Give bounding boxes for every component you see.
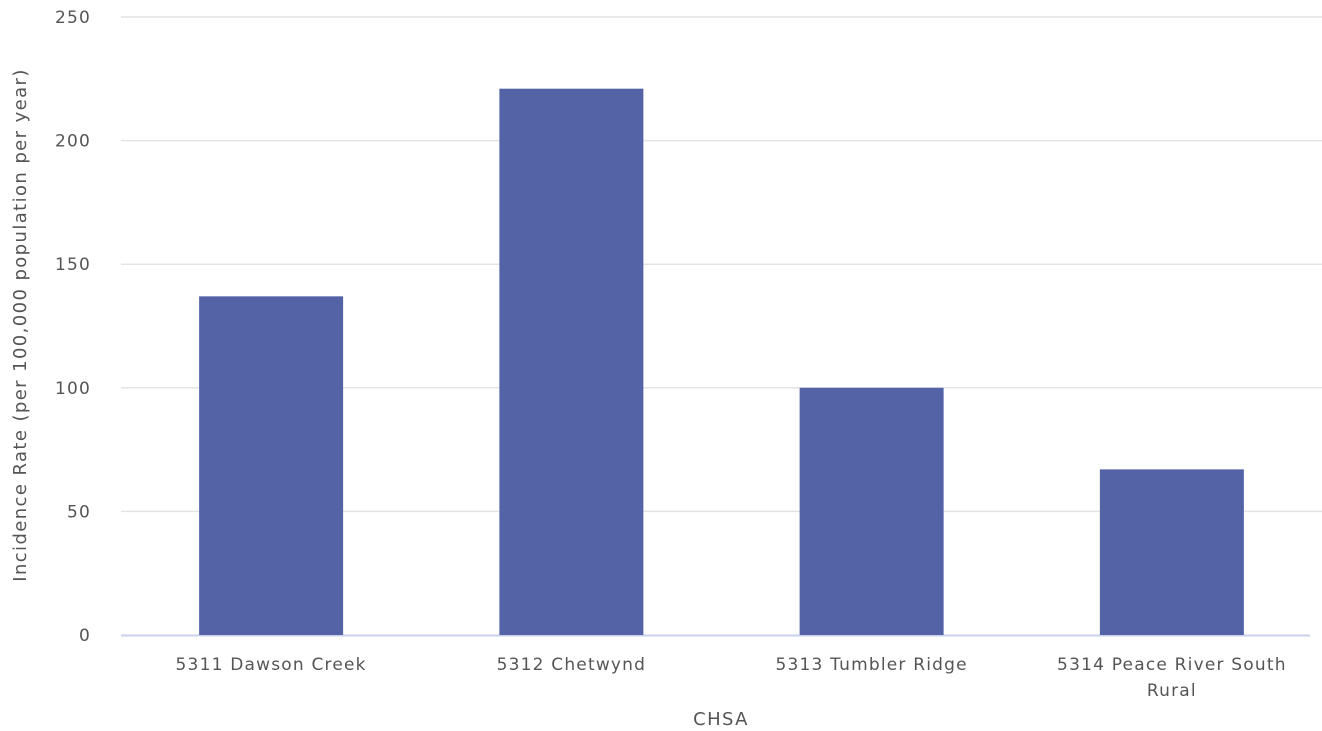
- y-tick-label: 150: [55, 255, 91, 275]
- x-tick-label: 5311 Dawson Creek: [176, 655, 367, 675]
- y-tick-label: 250: [55, 8, 91, 28]
- bar: [799, 387, 944, 635]
- y-tick-label: 100: [55, 379, 91, 399]
- bars: [199, 88, 1244, 636]
- bar: [199, 296, 344, 635]
- bar: [1099, 469, 1244, 635]
- y-tick-label: 200: [55, 132, 91, 152]
- y-tick-label: 50: [67, 502, 91, 522]
- x-tick-label: 5313 Tumbler Ridge: [775, 655, 967, 675]
- y-tick-labels: 0 50 100 150 200 250: [55, 8, 91, 646]
- bar: [499, 88, 644, 636]
- x-tick-label: 5314 Peace River South: [1057, 655, 1287, 675]
- x-tick-label: 5312 Chetwynd: [497, 655, 647, 675]
- x-tick-labels: 5311 Dawson Creek 5312 Chetwynd 5313 Tumbl…: [176, 655, 1287, 701]
- x-tick-label: Rural: [1147, 681, 1197, 701]
- y-axis-title: Incidence Rate (per 100,000 population p…: [10, 68, 31, 582]
- y-tick-label: 0: [79, 626, 91, 646]
- x-axis-title: CHSA: [693, 709, 749, 730]
